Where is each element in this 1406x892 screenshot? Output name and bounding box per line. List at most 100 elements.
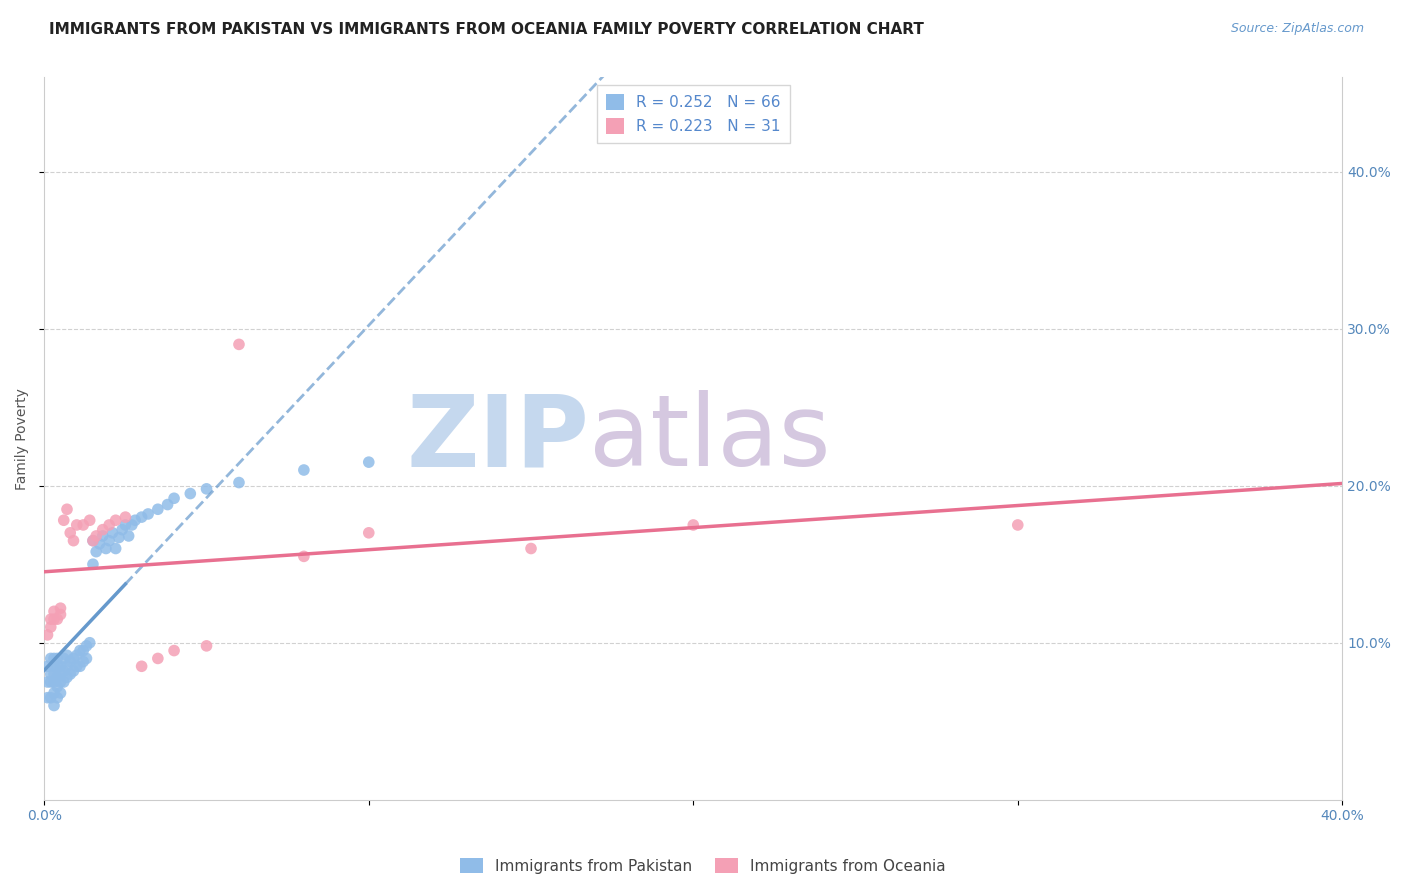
Point <box>62 664 84 678</box>
Point <box>84 529 107 543</box>
Text: Source: ZipAtlas.com: Source: ZipAtlas.com <box>1230 22 1364 36</box>
Point <box>357 525 380 540</box>
Point <box>46 659 69 673</box>
Point <box>79 636 101 650</box>
Point <box>292 549 315 564</box>
Point <box>37 628 59 642</box>
Point <box>39 612 62 626</box>
Point <box>59 655 82 669</box>
Point <box>56 502 79 516</box>
Point <box>49 659 72 673</box>
Point <box>62 533 84 548</box>
Point <box>82 558 104 572</box>
Text: IMMIGRANTS FROM PAKISTAN VS IMMIGRANTS FROM OCEANIA FAMILY POVERTY CORRELATION C: IMMIGRANTS FROM PAKISTAN VS IMMIGRANTS F… <box>49 22 924 37</box>
Point <box>42 651 65 665</box>
Point <box>357 455 380 469</box>
Point <box>91 523 114 537</box>
Text: atlas: atlas <box>589 390 831 487</box>
Point <box>94 541 117 556</box>
Point <box>104 513 127 527</box>
Point <box>121 518 143 533</box>
Point <box>195 639 218 653</box>
Point <box>111 523 134 537</box>
Point <box>91 529 114 543</box>
Point <box>49 601 72 615</box>
Point <box>146 502 169 516</box>
Point <box>89 537 111 551</box>
Point <box>56 670 79 684</box>
Point <box>52 664 75 678</box>
Point <box>46 651 69 665</box>
Point <box>101 525 124 540</box>
Point <box>49 607 72 622</box>
Point <box>136 507 159 521</box>
Point <box>179 486 201 500</box>
Point <box>69 643 91 657</box>
Point <box>228 337 250 351</box>
Y-axis label: Family Poverty: Family Poverty <box>15 388 30 490</box>
Legend: Immigrants from Pakistan, Immigrants from Oceania: Immigrants from Pakistan, Immigrants fro… <box>454 852 952 880</box>
Point <box>131 510 153 524</box>
Point <box>84 544 107 558</box>
Point <box>156 498 179 512</box>
Point <box>69 659 91 673</box>
Point <box>46 680 69 694</box>
Point <box>66 648 89 663</box>
Point <box>39 667 62 681</box>
Point <box>82 533 104 548</box>
Point <box>46 670 69 684</box>
Point <box>37 675 59 690</box>
Point <box>66 518 89 533</box>
Text: ZIP: ZIP <box>406 390 589 487</box>
Point <box>292 463 315 477</box>
Point <box>37 690 59 705</box>
Point <box>104 541 127 556</box>
Point <box>37 659 59 673</box>
Point <box>1007 518 1029 533</box>
Point <box>42 667 65 681</box>
Point <box>66 659 89 673</box>
Point <box>114 510 136 524</box>
Point <box>124 513 146 527</box>
Point <box>46 612 69 626</box>
Point <box>131 659 153 673</box>
Point <box>163 491 186 506</box>
Point <box>72 518 94 533</box>
Point <box>79 513 101 527</box>
Point <box>46 690 69 705</box>
Point <box>228 475 250 490</box>
Point <box>75 651 97 665</box>
Point <box>146 651 169 665</box>
Point <box>39 675 62 690</box>
Point <box>59 525 82 540</box>
Point <box>42 675 65 690</box>
Point <box>49 686 72 700</box>
Point <box>82 533 104 548</box>
Point <box>49 667 72 681</box>
Point <box>75 639 97 653</box>
Legend: R = 0.252   N = 66, R = 0.223   N = 31: R = 0.252 N = 66, R = 0.223 N = 31 <box>596 85 790 143</box>
Point <box>62 651 84 665</box>
Point <box>56 648 79 663</box>
Point <box>56 659 79 673</box>
Point <box>520 541 543 556</box>
Point <box>59 667 82 681</box>
Point <box>42 604 65 618</box>
Point <box>98 518 121 533</box>
Point <box>163 643 186 657</box>
Point <box>42 612 65 626</box>
Point <box>72 643 94 657</box>
Point <box>39 651 62 665</box>
Point <box>117 529 139 543</box>
Point <box>52 675 75 690</box>
Point <box>42 698 65 713</box>
Point <box>52 651 75 665</box>
Point <box>52 513 75 527</box>
Point <box>49 675 72 690</box>
Point <box>195 482 218 496</box>
Point <box>42 686 65 700</box>
Point <box>42 659 65 673</box>
Point <box>108 531 131 545</box>
Point <box>114 518 136 533</box>
Point <box>39 690 62 705</box>
